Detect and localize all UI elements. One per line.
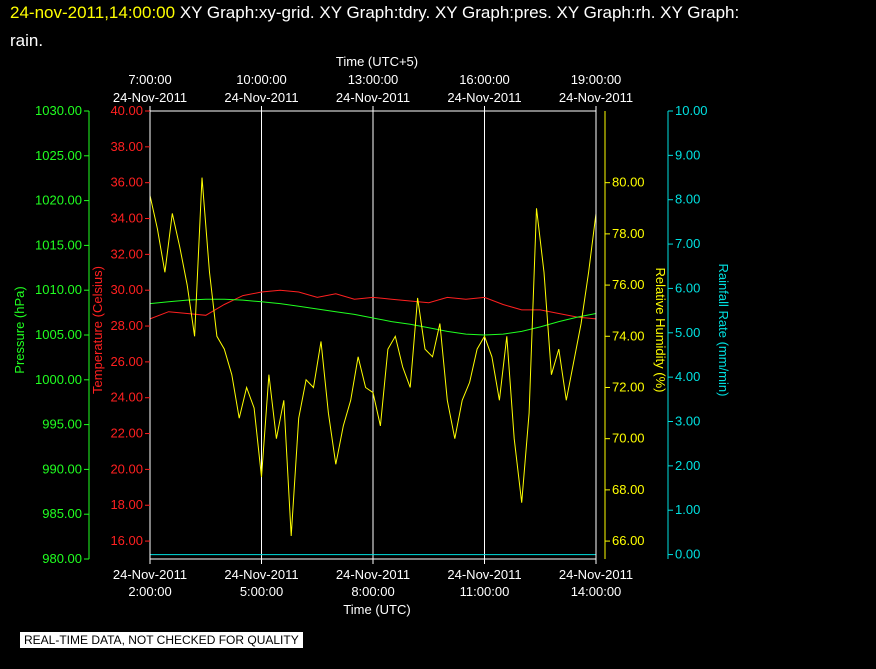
axes: 980.00 985.00 990.00 995.00 1000.00 1005.00 10… (12, 103, 731, 566)
tick-label-pressure: 1005.00 (35, 327, 82, 342)
tick-label-pressure: 1020.00 (35, 193, 82, 208)
tick-label-humidity: 80.00 (612, 175, 645, 190)
x-tick-top-date: 24-Nov-2011 (224, 90, 298, 105)
tick-label-humidity: 76.00 (612, 277, 645, 292)
tick-label-rain: 4.00 (675, 369, 700, 384)
series-line-humidity (149, 177, 597, 537)
tick-label-pressure: 1025.00 (35, 148, 82, 163)
tick-label-rain: 2.00 (675, 458, 700, 473)
tick-label-rain: 10.00 (675, 103, 708, 118)
tick-label-rain: 6.00 (675, 280, 700, 295)
tick-label-temperature: 16.00 (110, 533, 143, 548)
x-tick-bottom-date: 24-Nov-2011 (224, 567, 298, 582)
tick-label-rain: 7.00 (675, 236, 700, 251)
tick-label-temperature: 36.00 (110, 175, 143, 190)
series-line-pressure (149, 298, 597, 336)
x-axes: Time (UTC+5) 7:00:00 24-Nov-2011 10:00:00 24… (113, 54, 633, 617)
tick-label-humidity: 70.00 (612, 431, 645, 446)
x-tick-bottom-time: 2:00:00 (128, 584, 171, 599)
tick-label-humidity: 66.00 (612, 533, 645, 548)
x-tick-top-time: 7:00:00 (128, 72, 171, 87)
series-layer (149, 177, 597, 556)
tick-label-temperature: 18.00 (110, 497, 143, 512)
x-tick-top-date: 24-Nov-2011 (447, 90, 521, 105)
x-tick-top-time: 16:00:00 (459, 72, 510, 87)
grid (261, 111, 485, 559)
x-tick-bottom-time: 8:00:00 (351, 584, 394, 599)
tick-label-temperature: 40.00 (110, 103, 143, 118)
tick-label-temperature: 20.00 (110, 461, 143, 476)
series-line-temperature (149, 289, 597, 320)
tick-label-pressure: 980.00 (42, 551, 82, 566)
x-tick-bottom-date: 24-Nov-2011 (559, 567, 633, 582)
axis-title-humidity: Relative Humidity (%) (653, 268, 668, 393)
tick-label-temperature: 32.00 (110, 246, 143, 261)
x-tick-bottom-date: 24-Nov-2011 (336, 567, 410, 582)
x-tick-bottom-time: 5:00:00 (240, 584, 283, 599)
tick-label-rain: 3.00 (675, 413, 700, 428)
tick-label-pressure: 1030.00 (35, 103, 82, 118)
header-date: 24-nov-2011,14:00:00 (10, 3, 176, 22)
header-graph-list: XY Graph:xy-grid. XY Graph:tdry. XY Grap… (175, 3, 740, 22)
tick-label-pressure: 985.00 (42, 506, 82, 521)
tick-label-rain: 9.00 (675, 147, 700, 162)
tick-label-temperature: 38.00 (110, 139, 143, 154)
x-axis-bottom-title: Time (UTC) (343, 602, 410, 617)
x-tick-bottom-time: 11:00:00 (460, 584, 510, 599)
tick-label-pressure: 990.00 (42, 461, 82, 476)
header-line-2: rain. (10, 31, 44, 50)
tick-label-temperature: 34.00 (110, 211, 143, 226)
tick-label-humidity: 74.00 (612, 328, 645, 343)
tick-label-temperature: 24.00 (110, 390, 143, 405)
tick-label-pressure: 1010.00 (35, 282, 82, 297)
tick-label-humidity: 68.00 (612, 482, 645, 497)
x-tick-bottom-date: 24-Nov-2011 (113, 567, 187, 582)
tick-label-rain: 8.00 (675, 192, 700, 207)
tick-label-temperature: 30.00 (110, 282, 143, 297)
header-line-1: 24-nov-2011,14:00:00 XY Graph:xy-grid. X… (10, 3, 739, 23)
tick-label-temperature: 28.00 (110, 318, 143, 333)
x-tick-top-time: 19:00:00 (571, 72, 622, 87)
x-axis-top-title: Time (UTC+5) (336, 54, 418, 69)
tick-label-pressure: 995.00 (42, 417, 82, 432)
tick-label-pressure: 1015.00 (35, 237, 82, 252)
x-tick-top-time: 10:00:00 (236, 72, 287, 87)
x-tick-bottom-time: 14:00:00 (571, 584, 622, 599)
x-tick-bottom-date: 24-Nov-2011 (447, 567, 521, 582)
tick-label-rain: 1.00 (675, 502, 700, 517)
tick-label-temperature: 22.00 (110, 426, 143, 441)
tick-label-pressure: 1000.00 (35, 372, 82, 387)
tick-label-temperature: 26.00 (110, 354, 143, 369)
x-tick-top-date: 24-Nov-2011 (559, 90, 633, 105)
tick-label-humidity: 78.00 (612, 226, 645, 241)
x-tick-top-time: 13:00:00 (348, 72, 399, 87)
quality-notice: REAL-TIME DATA, NOT CHECKED FOR QUALITY (20, 632, 303, 648)
tick-label-humidity: 72.00 (612, 379, 645, 394)
x-tick-top-date: 24-Nov-2011 (113, 90, 187, 105)
tick-label-rain: 5.00 (675, 325, 700, 340)
tick-label-rain: 0.00 (675, 547, 700, 562)
axis-title-rain: Rainfall Rate (mm/min) (716, 264, 731, 397)
axis-title-temperature: Temperature (Celsius) (90, 266, 105, 394)
x-tick-top-date: 24-Nov-2011 (336, 90, 410, 105)
axis-title-pressure: Pressure (hPa) (12, 286, 27, 373)
